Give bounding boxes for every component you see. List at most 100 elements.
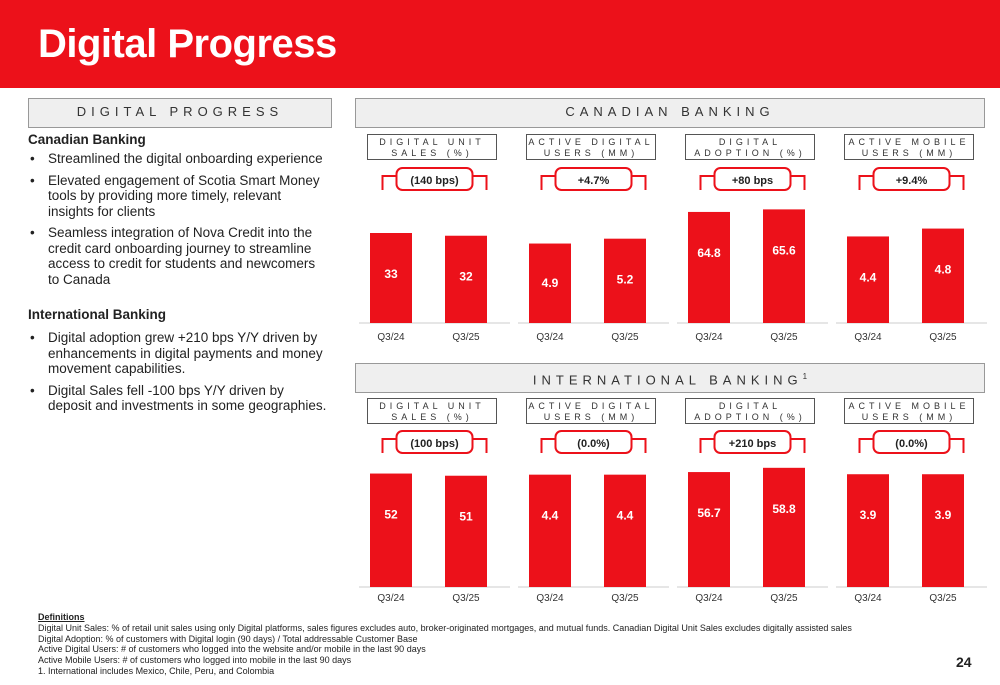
change-badge [554,167,633,191]
bar-value-label: 3.9 [935,508,952,522]
bar-value-label: 4.4 [617,509,634,523]
chart-title-line1: DIGITAL [718,401,782,411]
x-tick-label: Q3/24 [854,593,882,604]
change-bracket-left [540,175,556,190]
bar-value-label: 4.4 [860,270,877,284]
change-badge [872,167,951,191]
bar [688,472,730,587]
change-badge [395,430,474,454]
bar [529,243,571,323]
x-tick-label: Q3/25 [452,593,480,604]
change-badge [395,167,474,191]
definition-line: Active Mobile Users: # of customers who … [38,655,352,666]
bar [529,474,571,587]
x-tick-label: Q3/25 [929,593,957,604]
definitions-footnote: Definitions Digital Unit Sales: % of ret… [38,612,968,677]
chart-title-box: ACTIVE DIGITAL USERS (MM) [526,134,656,160]
chart-title-line2: USERS (MM) [861,412,957,422]
chart-title-box: ACTIVE MOBILE USERS (MM) [844,398,974,424]
change-badge [713,430,792,454]
bar-value-label: 65.6 [772,243,796,257]
change-bracket-left [699,438,715,453]
canadian-banking-title-text: CANADIAN BANKING [565,104,775,119]
chart-title-line1: ACTIVE MOBILE [848,401,970,411]
change-label: (0.0%) [577,438,610,450]
chart-title-line2: USERS (MM) [861,148,957,158]
change-label: (140 bps) [410,175,459,187]
canadian-bullet: Seamless integration of Nova Credit into… [28,225,328,287]
change-bracket-left [699,175,715,190]
change-label: +210 bps [729,438,776,450]
bar [763,209,805,323]
change-bracket-right [790,175,806,190]
change-bracket-right [949,175,965,190]
canadian-banking-heading: Canadian Banking [28,132,146,147]
x-tick-label: Q3/24 [536,593,564,604]
bar-value-label: 3.9 [860,508,877,522]
bar [370,233,412,323]
x-tick-label: Q3/24 [695,332,723,343]
chart-title-box: DIGITAL ADOPTION (%) [685,134,815,160]
chart-title-line2: USERS (MM) [543,148,639,158]
change-label: (0.0%) [895,438,928,450]
change-bracket-right [631,175,647,190]
digital-progress-section-title: DIGITAL PROGRESS [28,98,332,128]
bar-value-label: 56.7 [697,506,721,520]
bar-value-label: 4.4 [542,509,559,523]
bar-value-label: 52 [384,508,398,522]
change-badge [872,430,951,454]
chart-title-line2: SALES (%) [391,148,473,158]
header-banner: Digital Progress [0,0,1000,88]
x-tick-label: Q3/25 [611,593,639,604]
bar [604,474,646,587]
bar-value-label: 58.8 [772,502,796,516]
change-badge [713,167,792,191]
canadian-bullet-list: Streamlined the digital onboarding exper… [28,151,328,287]
x-tick-label: Q3/24 [536,332,564,343]
chart-title-line1: DIGITAL [718,137,782,147]
chart-title-line1: ACTIVE DIGITAL [528,401,654,411]
chart-title-box: DIGITAL ADOPTION (%) [685,398,815,424]
change-bracket-right [472,175,488,190]
x-tick-label: Q3/24 [854,332,882,343]
bar [763,467,805,587]
chart-title-line2: ADOPTION (%) [694,412,806,422]
change-bracket-left [858,438,874,453]
canadian-bullet: Elevated engagement of Scotia Smart Mone… [28,173,328,220]
definition-line: 1. International includes Mexico, Chile,… [38,665,275,676]
bar-value-label: 51 [459,510,473,524]
change-bracket-right [790,438,806,453]
bar [922,228,964,323]
change-bracket-left [540,438,556,453]
change-bracket-left [858,175,874,190]
chart-title-box: ACTIVE DIGITAL USERS (MM) [526,398,656,424]
international-bullet-list: Digital adoption grew +210 bps Y/Y drive… [28,330,328,414]
bar-value-label: 64.8 [697,246,721,260]
change-label: +4.7% [578,175,610,187]
international-bullet: Digital Sales fell -100 bps Y/Y driven b… [28,383,328,414]
change-badge [554,430,633,454]
definitions-title: Definitions [38,612,85,622]
bar [370,473,412,587]
change-label: +9.4% [896,175,928,187]
international-banking-title-text: INTERNATIONAL BANKING [532,372,803,388]
change-bracket-right [631,438,647,453]
international-banking-section-title: INTERNATIONAL BANKING1 [355,363,985,393]
change-label: (100 bps) [410,438,459,450]
x-tick-label: Q3/25 [770,332,798,343]
chart-title-box: ACTIVE MOBILE USERS (MM) [844,134,974,160]
chart-title-line2: USERS (MM) [543,412,639,422]
change-bracket-left [381,438,397,453]
chart-title-line2: SALES (%) [391,412,473,422]
x-tick-label: Q3/24 [695,593,723,604]
chart-title-line1: DIGITAL UNIT [379,137,485,147]
bar [688,211,730,323]
definition-line: Active Digital Users: # of customers who… [38,644,426,655]
x-tick-label: Q3/25 [770,593,798,604]
change-bracket-right [472,438,488,453]
canadian-banking-section-title: CANADIAN BANKING [355,98,985,128]
bar-value-label: 5.2 [617,273,634,287]
bar [847,236,889,323]
chart-title-line1: DIGITAL UNIT [379,401,485,411]
digital-progress-title-text: DIGITAL PROGRESS [76,104,284,119]
